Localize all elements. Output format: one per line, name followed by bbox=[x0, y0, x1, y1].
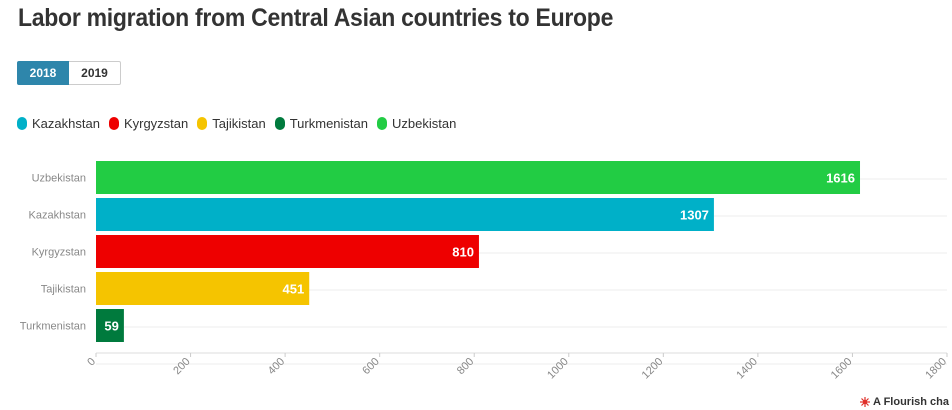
category-label: Kazakhstan bbox=[29, 210, 86, 222]
legend-swatch bbox=[17, 117, 27, 130]
x-tick-label: 1800 bbox=[923, 356, 949, 382]
x-tick-label: 200 bbox=[171, 356, 192, 377]
x-tick-label: 0 bbox=[85, 356, 98, 369]
legend-item-kyrgyzstan[interactable]: Kyrgyzstan bbox=[108, 116, 189, 131]
x-tick-label: 400 bbox=[266, 356, 287, 377]
bar-kyrgyzstan[interactable] bbox=[96, 235, 479, 268]
legend-label: Kyrgyzstan bbox=[123, 116, 189, 131]
year-selector: 2018 2019 bbox=[17, 61, 121, 85]
legend-swatch bbox=[274, 117, 285, 130]
legend-item-uzbekistan[interactable]: Uzbekistan bbox=[377, 116, 456, 131]
x-tick-label: 1400 bbox=[734, 356, 760, 382]
year-button-2018[interactable]: 2018 bbox=[17, 61, 69, 85]
legend-item-turkmenistan[interactable]: Turkmenistan bbox=[274, 116, 368, 131]
data-label: 1616 bbox=[826, 171, 855, 186]
legend-label: Turkmenistan bbox=[289, 116, 368, 131]
flourish-credit[interactable]: A Flourish cha bbox=[860, 396, 949, 408]
flourish-logo-icon bbox=[860, 397, 870, 407]
x-tick-label: 1000 bbox=[545, 356, 571, 382]
category-label: Tajikistan bbox=[41, 284, 86, 296]
chart-title: Labor migration from Central Asian count… bbox=[18, 4, 614, 32]
data-label: 1307 bbox=[680, 208, 709, 223]
year-button-2019[interactable]: 2019 bbox=[69, 61, 121, 85]
bar-tajikistan[interactable] bbox=[96, 272, 310, 305]
data-label: 810 bbox=[452, 245, 474, 260]
legend: Kazakhstan Kyrgyzstan Tajikistan Turkmen… bbox=[17, 116, 465, 131]
bar-uzbekistan[interactable] bbox=[96, 161, 861, 194]
credit-text: A Flourish cha bbox=[873, 396, 949, 408]
data-label: 451 bbox=[283, 282, 305, 297]
category-label: Turkmenistan bbox=[20, 321, 86, 333]
category-label: Uzbekistan bbox=[32, 173, 86, 185]
legend-swatch bbox=[377, 117, 387, 130]
bar-kazakhstan[interactable] bbox=[96, 198, 714, 231]
legend-item-tajikistan[interactable]: Tajikistan bbox=[197, 116, 266, 131]
bar-turkmenistan[interactable] bbox=[96, 309, 124, 342]
data-label: 59 bbox=[104, 319, 118, 334]
legend-label: Tajikistan bbox=[212, 116, 266, 131]
legend-label: Uzbekistan bbox=[392, 116, 457, 131]
x-tick-label: 600 bbox=[360, 356, 381, 377]
legend-swatch bbox=[197, 117, 208, 130]
x-tick-label: 1600 bbox=[829, 356, 855, 382]
bar-chart: Uzbekistan 1616 Kazakhstan 1307 Kyrgyzstan 81… bbox=[20, 161, 949, 382]
legend-label: Kazakhstan bbox=[32, 116, 100, 131]
category-label: Kyrgyzstan bbox=[32, 247, 86, 259]
x-tick-label: 1200 bbox=[640, 356, 666, 382]
legend-item-kazakhstan[interactable]: Kazakhstan bbox=[17, 116, 100, 131]
legend-swatch bbox=[108, 117, 119, 130]
x-tick-label: 800 bbox=[455, 356, 476, 377]
